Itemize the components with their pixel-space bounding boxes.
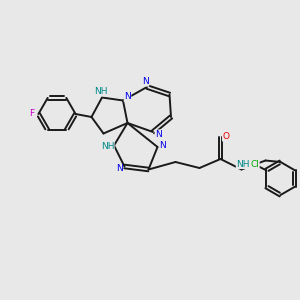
Text: O: O (222, 132, 230, 141)
Text: N: N (160, 141, 166, 150)
Text: N: N (155, 130, 162, 139)
Text: NH: NH (94, 87, 107, 96)
Text: N: N (116, 164, 122, 173)
Text: N: N (124, 92, 131, 101)
Text: N: N (142, 77, 149, 86)
Text: Cl: Cl (250, 160, 259, 169)
Text: F: F (29, 110, 34, 118)
Text: NH: NH (101, 142, 114, 152)
Text: NH: NH (236, 160, 250, 169)
